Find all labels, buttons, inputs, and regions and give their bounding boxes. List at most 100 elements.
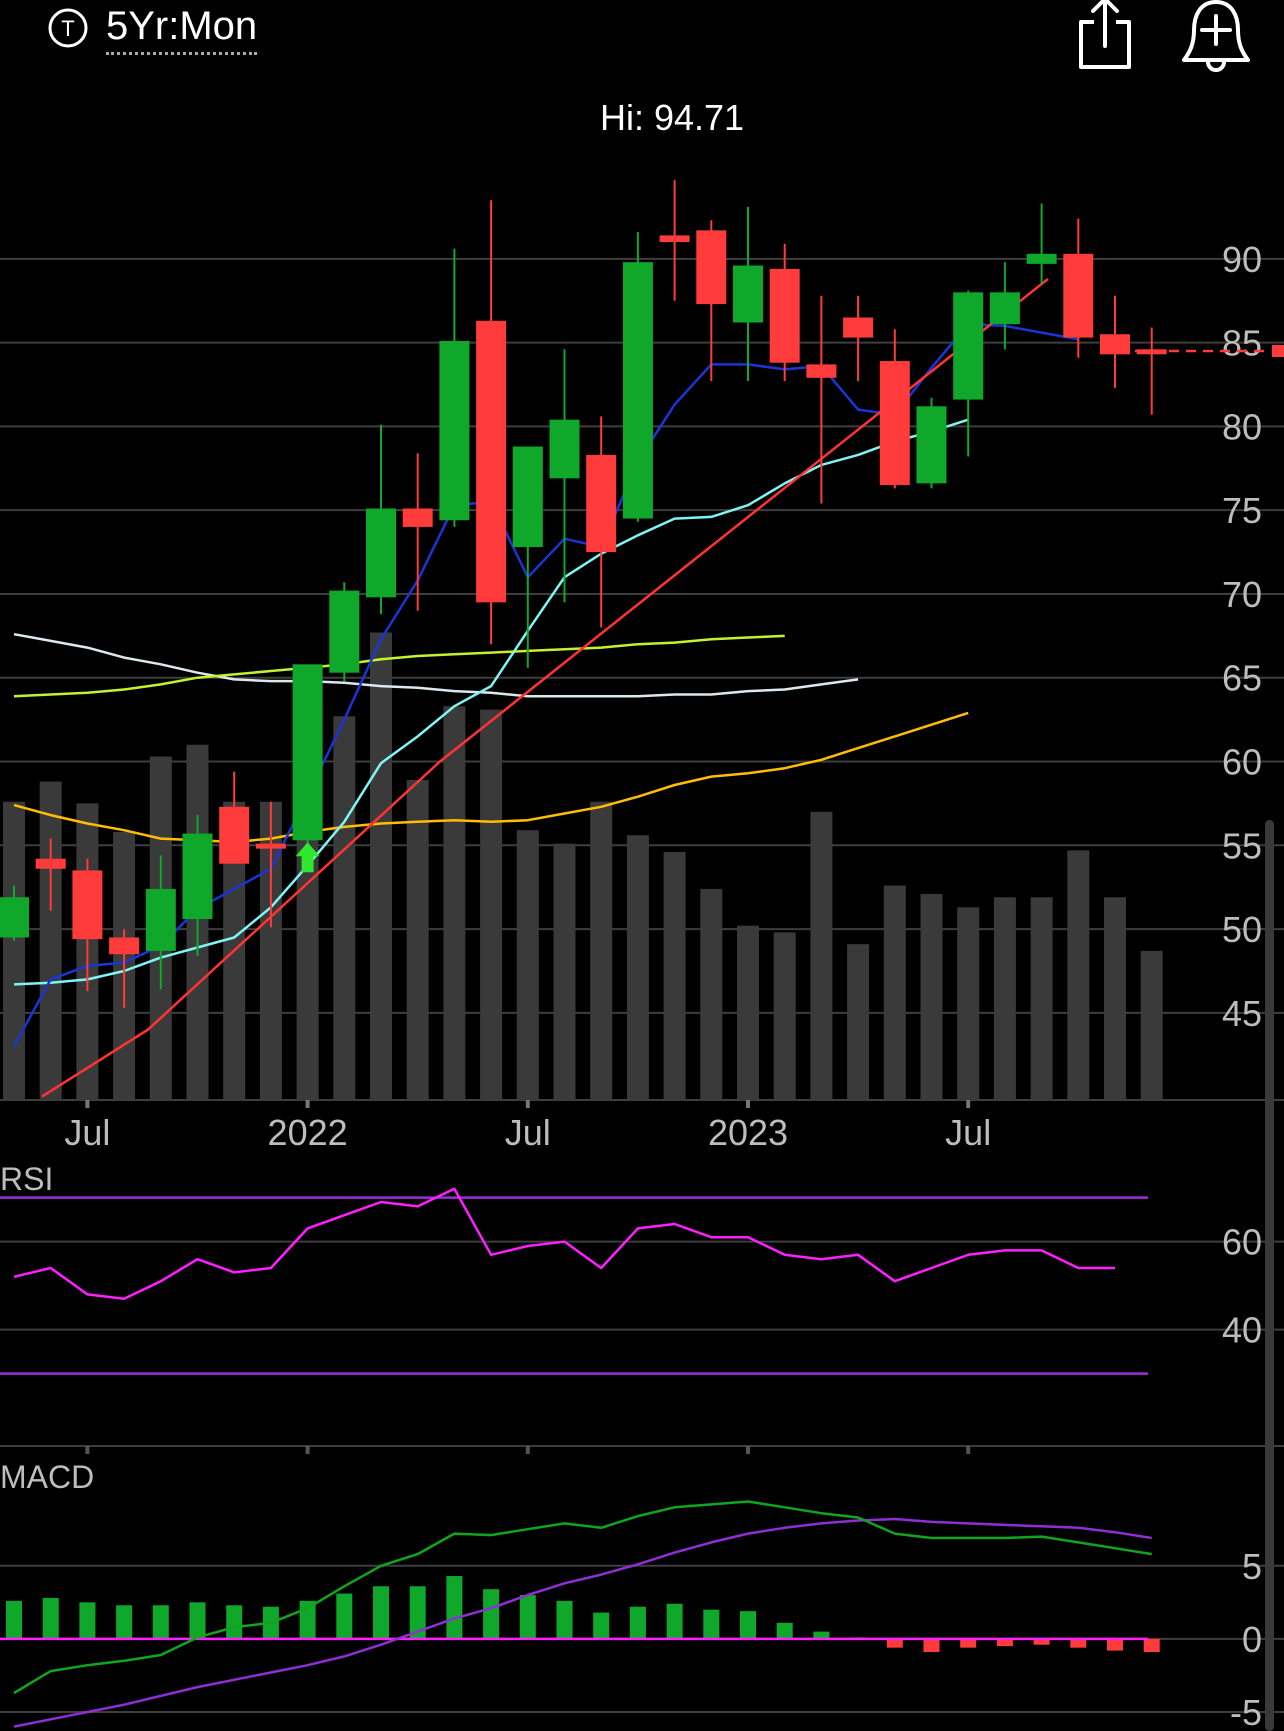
macd-histogram-bar-positive [446,1576,463,1639]
candle-body [402,508,433,527]
candle-body [586,454,617,553]
time-range-selector[interactable]: 5Yr:Mon [106,2,258,55]
macd-histogram-bar-negative [923,1638,940,1653]
candle-body [329,590,360,673]
macd-histogram-bar-positive [226,1605,243,1639]
price-tick-label: 55 [1222,825,1262,866]
rsi-tick-label: 40 [1222,1310,1262,1351]
price-tick-label: 75 [1222,490,1262,531]
candle-down [1136,327,1167,415]
volume-bar [700,888,723,1100]
candle-body [1136,349,1167,355]
volume-bar [516,830,539,1100]
price-tick-label: 70 [1222,574,1262,615]
candle-down [255,801,286,928]
candle-up [622,232,653,522]
macd-histogram-bar-positive [556,1600,573,1639]
macd-histogram-bar-positive [409,1586,426,1639]
candle-up [329,582,360,682]
candle-down [659,180,690,301]
volume-bar [553,843,576,1100]
candle-down [109,929,140,1008]
macd-histogram-bar-positive [776,1622,793,1639]
macd-histogram-bar-positive [42,1597,59,1639]
candle-down [769,243,800,382]
volume-bar [333,716,356,1100]
macd-histogram-bar-positive [79,1602,96,1639]
candle-body [843,317,874,338]
candle-body [109,937,140,955]
candle-up [989,262,1020,350]
volume-bar [847,944,870,1100]
share-icon[interactable] [1074,0,1136,72]
add-alert-bell-icon[interactable] [1180,0,1252,72]
candle-down [586,416,617,628]
price-tick-label: 45 [1222,993,1262,1034]
candle-up [1026,203,1057,284]
rsi-line [13,1187,1115,1301]
volume-bar [810,811,833,1100]
buy-signal-arrow-icon [295,842,320,873]
macd-histogram-bar-negative [1070,1638,1087,1648]
candle-up [916,397,947,489]
candle-body [219,806,250,864]
candle-body [989,292,1020,325]
volume-bar [957,907,980,1100]
vertical-scrollbar[interactable] [1265,820,1274,1731]
candle-body [72,870,103,940]
high-price-label: Hi: 94.71 [600,97,744,138]
volume-bar [737,925,759,1100]
candle-up [439,248,470,527]
candle-body [1026,253,1057,264]
candle-body [806,364,837,378]
volume-bar [480,709,503,1100]
macd-signal-line [13,1517,1152,1728]
x-axis-label: Jul [505,1112,551,1153]
volume-bar [920,893,943,1100]
candle-body [622,262,653,519]
rsi-tick-label: 60 [1222,1222,1262,1263]
x-axis-label: 2023 [708,1112,788,1153]
candle-body [512,446,543,548]
volume-bar [663,852,686,1100]
price-tick-label: 65 [1222,658,1262,699]
candle-body [953,292,984,400]
candle-body [292,664,323,841]
volume-bar [1067,850,1090,1100]
macd-histogram-bar-positive [813,1631,830,1639]
volume-bar [590,801,613,1100]
candle-body [1100,334,1130,355]
candle-down [72,858,103,992]
moving-average-yellow [13,711,969,844]
candle-down [843,295,874,382]
candle-down [1063,218,1094,358]
volume-bar [3,801,25,1100]
macd-histogram-bar-positive [299,1600,316,1639]
candle-down [879,329,910,489]
volume-bar [296,821,319,1100]
macd-histogram-bar-positive [336,1593,353,1639]
volume-bar [993,897,1016,1100]
top-bar: T 5Yr:Mon [0,0,1284,80]
candle-down [476,200,507,645]
moving-average-white [13,632,859,698]
candle-up [0,885,29,941]
candle-up [512,446,543,668]
macd-histogram-bar-positive [6,1600,22,1639]
macd-histogram-bar-positive [666,1603,683,1639]
candle-body [769,268,800,363]
volume-bar [39,781,62,1100]
price-tick-label: 85 [1222,323,1262,364]
trend-line-red [41,277,1049,1098]
candle-body [35,858,66,869]
macd-histogram-bar-negative [1143,1638,1160,1653]
macd-tick-label: 0 [1242,1619,1262,1660]
volume-bar [626,835,649,1100]
candle-down [1100,295,1130,388]
candle-down [806,295,837,504]
candle-down [402,453,433,611]
macd-histogram-bar-positive [116,1605,133,1639]
volume-bar [1140,950,1163,1100]
price-tick-label: 90 [1222,239,1262,280]
